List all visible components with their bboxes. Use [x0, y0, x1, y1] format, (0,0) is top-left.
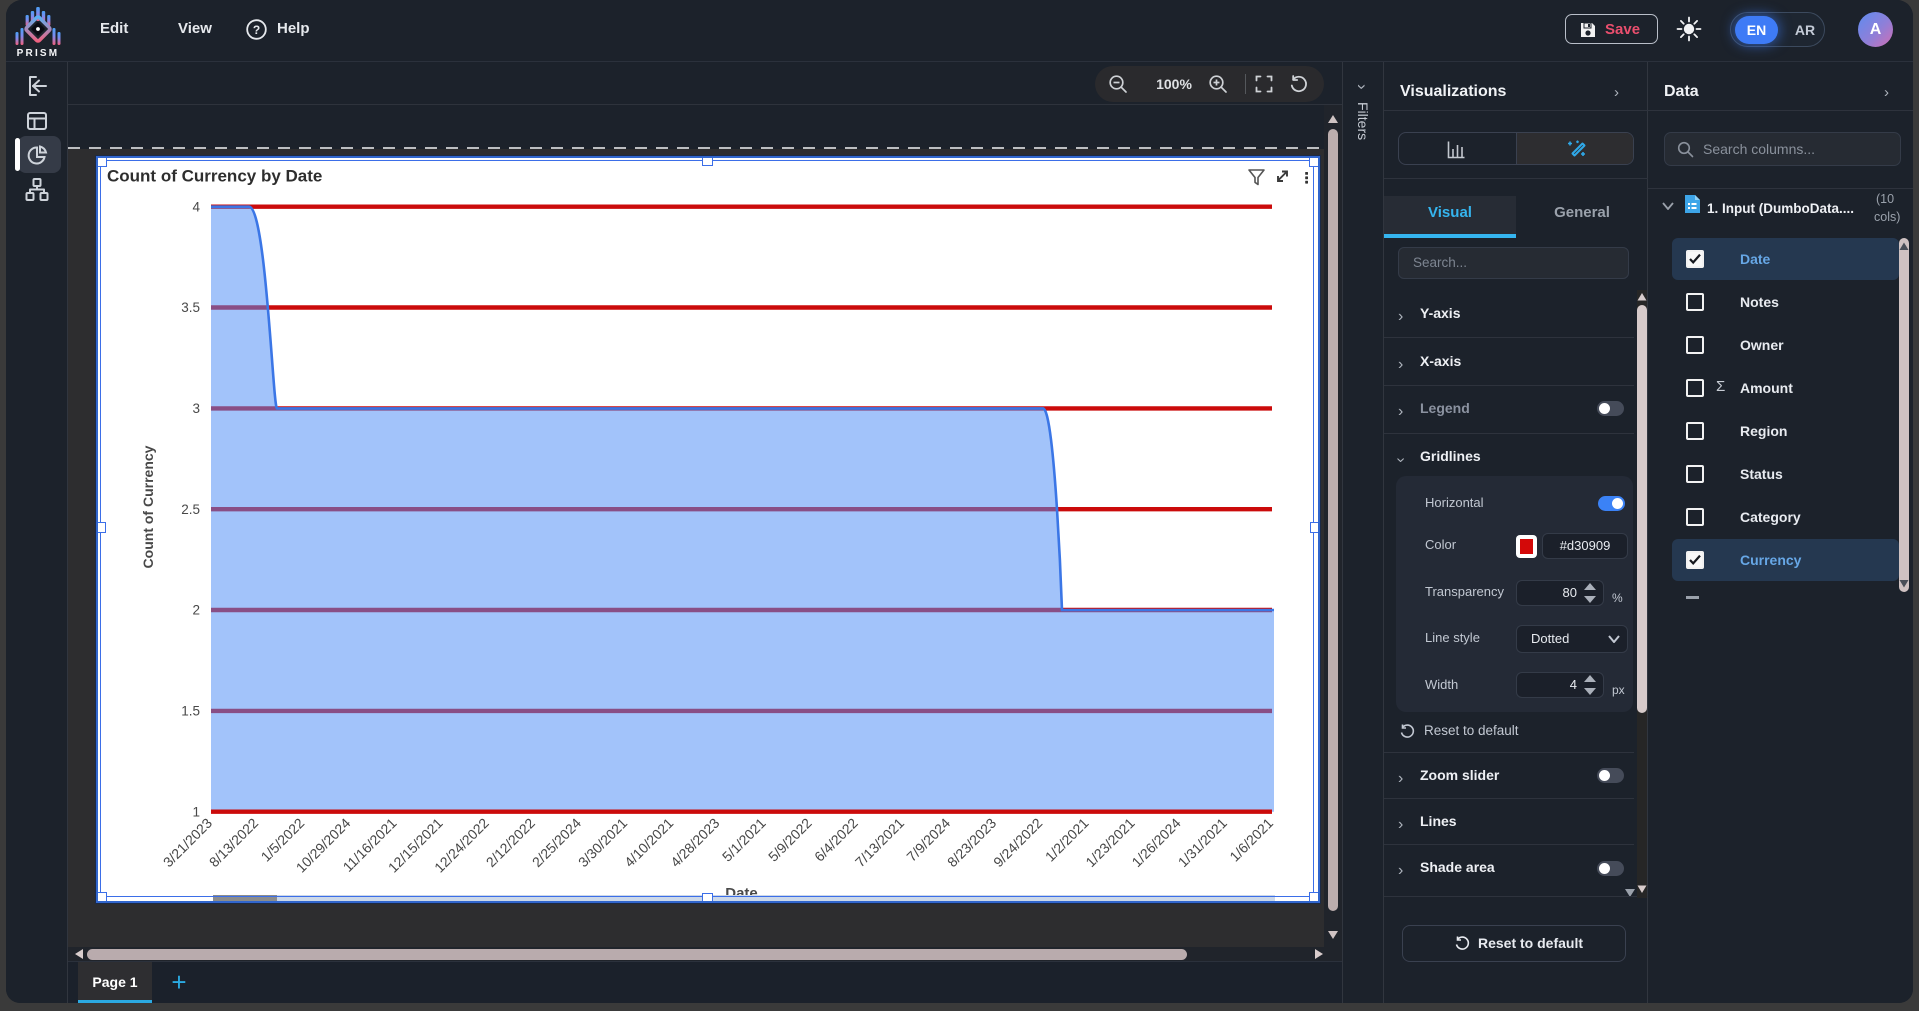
svg-text:?: ?	[253, 23, 260, 37]
svg-text:Count of Currency: Count of Currency	[140, 445, 156, 568]
svg-text:PRISM: PRISM	[17, 48, 60, 59]
svg-text:Count of Currency by Date: Count of Currency by Date	[107, 167, 322, 186]
svg-text:3: 3	[192, 401, 200, 416]
svg-text:1.5: 1.5	[181, 704, 200, 719]
svg-text:2.5: 2.5	[181, 502, 200, 517]
svg-text:3.5: 3.5	[181, 300, 200, 315]
svg-text:4: 4	[192, 199, 200, 214]
svg-text:2: 2	[192, 603, 200, 618]
svg-text:1: 1	[192, 804, 200, 819]
